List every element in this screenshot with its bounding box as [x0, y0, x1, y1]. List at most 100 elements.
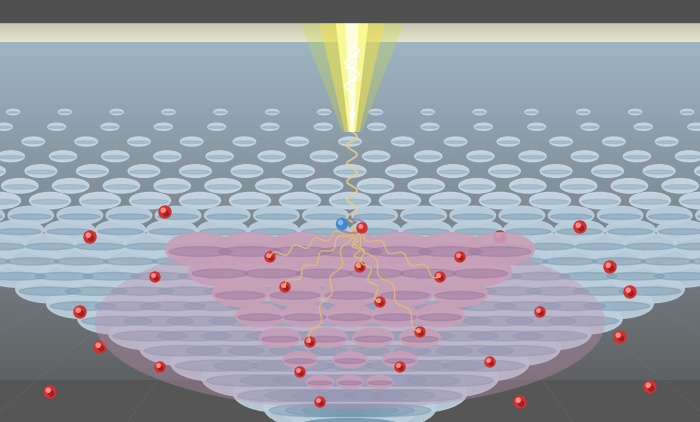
Circle shape — [619, 336, 624, 341]
Ellipse shape — [296, 248, 355, 271]
Ellipse shape — [696, 206, 700, 225]
Circle shape — [606, 263, 610, 267]
Ellipse shape — [307, 328, 347, 347]
Ellipse shape — [629, 109, 642, 115]
Ellipse shape — [374, 303, 452, 334]
Ellipse shape — [32, 199, 69, 204]
Circle shape — [459, 256, 463, 260]
Ellipse shape — [0, 229, 41, 235]
Ellipse shape — [165, 233, 234, 265]
Ellipse shape — [162, 111, 174, 113]
Ellipse shape — [575, 243, 624, 250]
Ellipse shape — [624, 151, 650, 162]
Ellipse shape — [7, 111, 19, 113]
Circle shape — [299, 371, 303, 375]
Ellipse shape — [512, 273, 569, 280]
Ellipse shape — [316, 233, 384, 265]
Ellipse shape — [657, 220, 700, 240]
Ellipse shape — [235, 358, 331, 397]
Ellipse shape — [1, 179, 38, 193]
Ellipse shape — [202, 331, 276, 341]
Ellipse shape — [659, 229, 700, 235]
Ellipse shape — [265, 390, 356, 402]
Ellipse shape — [373, 375, 460, 387]
Circle shape — [416, 329, 420, 332]
Ellipse shape — [22, 234, 77, 256]
Ellipse shape — [402, 358, 498, 397]
Ellipse shape — [204, 206, 250, 225]
Ellipse shape — [0, 220, 43, 240]
Ellipse shape — [139, 302, 205, 311]
Circle shape — [297, 369, 300, 372]
Ellipse shape — [604, 262, 668, 287]
Ellipse shape — [265, 109, 279, 115]
Ellipse shape — [506, 229, 551, 235]
Ellipse shape — [261, 123, 279, 130]
Ellipse shape — [291, 390, 382, 402]
Ellipse shape — [647, 206, 692, 225]
Ellipse shape — [326, 304, 374, 327]
Ellipse shape — [0, 258, 10, 265]
Ellipse shape — [662, 179, 699, 193]
Circle shape — [307, 339, 310, 342]
Ellipse shape — [241, 257, 303, 286]
Ellipse shape — [498, 141, 519, 143]
Ellipse shape — [248, 303, 326, 334]
Circle shape — [379, 301, 383, 305]
Ellipse shape — [312, 155, 336, 159]
Ellipse shape — [375, 243, 425, 250]
Ellipse shape — [228, 346, 306, 356]
Polygon shape — [344, 0, 360, 132]
Ellipse shape — [390, 331, 477, 365]
Ellipse shape — [502, 303, 580, 334]
Ellipse shape — [318, 111, 330, 113]
Ellipse shape — [186, 346, 264, 356]
Ellipse shape — [120, 303, 198, 334]
Ellipse shape — [110, 109, 123, 115]
Ellipse shape — [623, 234, 678, 256]
Ellipse shape — [140, 331, 227, 365]
Ellipse shape — [130, 170, 158, 174]
Ellipse shape — [272, 302, 339, 311]
Ellipse shape — [430, 192, 470, 209]
Ellipse shape — [330, 192, 370, 209]
Ellipse shape — [208, 123, 225, 130]
Bar — [0, 0, 700, 42]
Ellipse shape — [295, 400, 405, 422]
Circle shape — [295, 367, 305, 377]
Ellipse shape — [577, 109, 590, 115]
Ellipse shape — [307, 331, 393, 365]
Ellipse shape — [690, 258, 700, 265]
Ellipse shape — [606, 220, 655, 240]
Ellipse shape — [695, 165, 700, 177]
Ellipse shape — [290, 331, 365, 341]
Ellipse shape — [6, 258, 59, 265]
Circle shape — [494, 231, 506, 243]
Ellipse shape — [548, 206, 594, 225]
Ellipse shape — [307, 376, 333, 388]
Ellipse shape — [474, 111, 486, 113]
Ellipse shape — [253, 206, 299, 225]
Circle shape — [357, 223, 367, 233]
Circle shape — [485, 357, 495, 367]
Ellipse shape — [273, 234, 328, 256]
Ellipse shape — [244, 269, 300, 278]
Ellipse shape — [270, 262, 335, 287]
Ellipse shape — [473, 109, 486, 115]
Ellipse shape — [468, 331, 542, 341]
Ellipse shape — [331, 317, 414, 350]
Ellipse shape — [154, 151, 181, 162]
Ellipse shape — [506, 316, 576, 326]
Ellipse shape — [290, 360, 372, 371]
Ellipse shape — [372, 234, 427, 256]
Ellipse shape — [455, 229, 500, 235]
Ellipse shape — [242, 317, 325, 350]
Ellipse shape — [323, 345, 415, 381]
Ellipse shape — [416, 273, 474, 280]
Circle shape — [161, 208, 165, 212]
Ellipse shape — [105, 185, 138, 189]
Ellipse shape — [431, 331, 519, 365]
Ellipse shape — [580, 192, 620, 209]
Ellipse shape — [181, 199, 218, 204]
Ellipse shape — [158, 214, 199, 219]
